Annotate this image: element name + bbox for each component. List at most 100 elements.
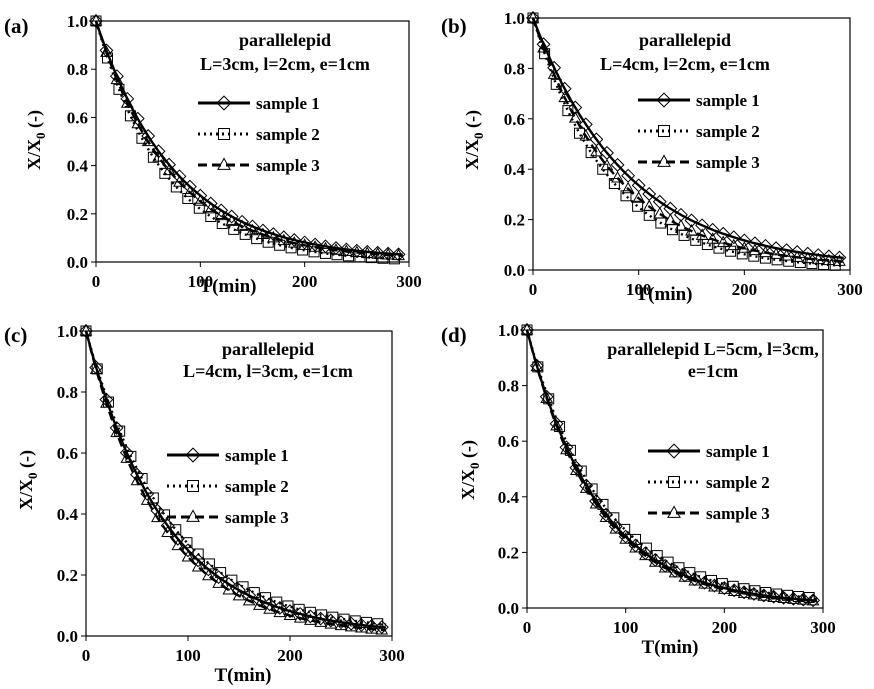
data-point xyxy=(181,543,195,558)
data-point xyxy=(727,238,741,251)
series-line xyxy=(84,330,387,632)
data-point xyxy=(263,602,276,614)
data-point xyxy=(391,247,406,262)
data-point xyxy=(737,241,751,253)
legend-item: sample 3 xyxy=(648,504,770,523)
data-point xyxy=(287,233,302,247)
y-tick-label: 0.2 xyxy=(57,566,78,585)
legend-marker xyxy=(218,128,230,140)
data-point xyxy=(260,592,272,604)
y-axis-label: X/X0 (-) xyxy=(462,110,486,170)
data-point xyxy=(573,127,585,139)
x-tick-label: 200 xyxy=(732,280,758,299)
data-series xyxy=(526,10,846,266)
data-point xyxy=(787,592,800,604)
y-tick-label: 1.0 xyxy=(57,322,78,341)
data-series xyxy=(79,324,389,635)
x-tick-label: 100 xyxy=(188,272,214,291)
data-point xyxy=(237,581,249,593)
data-point xyxy=(375,622,389,635)
legend-label: sample 2 xyxy=(706,473,770,492)
data-point xyxy=(550,418,563,431)
data-point xyxy=(609,522,623,534)
data-point xyxy=(181,537,193,549)
legend-item: sample 3 xyxy=(167,508,289,527)
legend-marker xyxy=(666,443,682,459)
data-point xyxy=(276,230,291,245)
series-line xyxy=(531,17,844,263)
data-point xyxy=(737,586,751,598)
chart-panel: 0.0 0.2 0.4 0.6 0.8 1.0 0 100 200 300 (b) parallele… xyxy=(441,9,863,305)
data-point xyxy=(248,587,260,599)
data-point xyxy=(658,560,672,573)
data-point xyxy=(749,585,761,597)
data-point xyxy=(304,613,317,625)
y-tick-label: 0.8 xyxy=(57,383,78,402)
data-point xyxy=(620,190,632,202)
data-point xyxy=(811,252,825,265)
data-point xyxy=(79,323,93,336)
y-axis-label: X/X0 (-) xyxy=(16,450,40,510)
data-point xyxy=(560,442,573,455)
data-point xyxy=(202,568,215,581)
data-point xyxy=(653,206,667,219)
y-tick-label: 1.0 xyxy=(498,321,519,340)
data-point xyxy=(632,191,646,203)
data-point xyxy=(674,218,688,231)
data-point xyxy=(224,209,239,224)
data-point xyxy=(141,134,155,147)
data-point xyxy=(350,245,364,258)
data-point xyxy=(329,243,343,255)
x-tick-label: 300 xyxy=(837,280,863,299)
y-tick-label: 0.0 xyxy=(498,599,519,618)
data-point xyxy=(737,585,752,600)
data-point xyxy=(242,593,256,606)
chart-title: L=4cm, l=2cm, e=1cm xyxy=(600,54,770,74)
y-tick-label: 0.0 xyxy=(57,627,78,646)
legend-item: sample 2 xyxy=(198,125,320,144)
data-point xyxy=(364,619,379,634)
data-point xyxy=(642,199,656,212)
data-point xyxy=(599,510,613,522)
y-tick-label: 0.6 xyxy=(57,444,78,463)
legend-label: sample 1 xyxy=(696,91,760,110)
data-point xyxy=(211,570,226,585)
data-point xyxy=(89,14,103,28)
data-point xyxy=(833,254,846,266)
plot-area xyxy=(95,20,410,263)
data-point xyxy=(293,611,307,623)
y-axis-label: X/X0 (-) xyxy=(458,440,482,500)
chart-panel: 0.0 0.2 0.4 0.6 0.8 1.0 0 100 200 300 (d) parallele… xyxy=(441,321,836,658)
y-tick-label: 0.2 xyxy=(504,211,525,230)
x-tick-label: 0 xyxy=(529,280,538,299)
data-point xyxy=(182,192,194,204)
data-point xyxy=(89,13,103,26)
legend-marker xyxy=(186,509,200,522)
data-point xyxy=(120,451,134,463)
legend-item: sample 1 xyxy=(638,91,760,110)
data-series xyxy=(521,324,818,603)
x-tick-label: 0 xyxy=(82,646,91,665)
data-point xyxy=(713,242,725,254)
x-axis-label: T(min) xyxy=(636,284,693,305)
data-point xyxy=(776,590,791,605)
data-point xyxy=(796,593,810,605)
data-point xyxy=(287,236,301,248)
data-point xyxy=(314,615,327,627)
data-point xyxy=(759,245,772,258)
x-tick-label: 200 xyxy=(712,618,738,637)
legend-marker xyxy=(668,476,680,488)
data-point xyxy=(253,598,266,610)
legend-label: sample 3 xyxy=(225,508,289,527)
chart-title: e=1cm xyxy=(688,361,738,381)
data-point xyxy=(360,244,375,259)
x-axis-label: T(min) xyxy=(200,276,257,297)
legend-marker xyxy=(656,92,672,108)
legend-item: sample 2 xyxy=(167,477,289,496)
data-point xyxy=(629,541,642,553)
y-tick-label: 1.0 xyxy=(67,12,88,31)
x-tick-label: 300 xyxy=(810,618,836,637)
data-point xyxy=(235,214,250,229)
data-point xyxy=(708,579,721,592)
